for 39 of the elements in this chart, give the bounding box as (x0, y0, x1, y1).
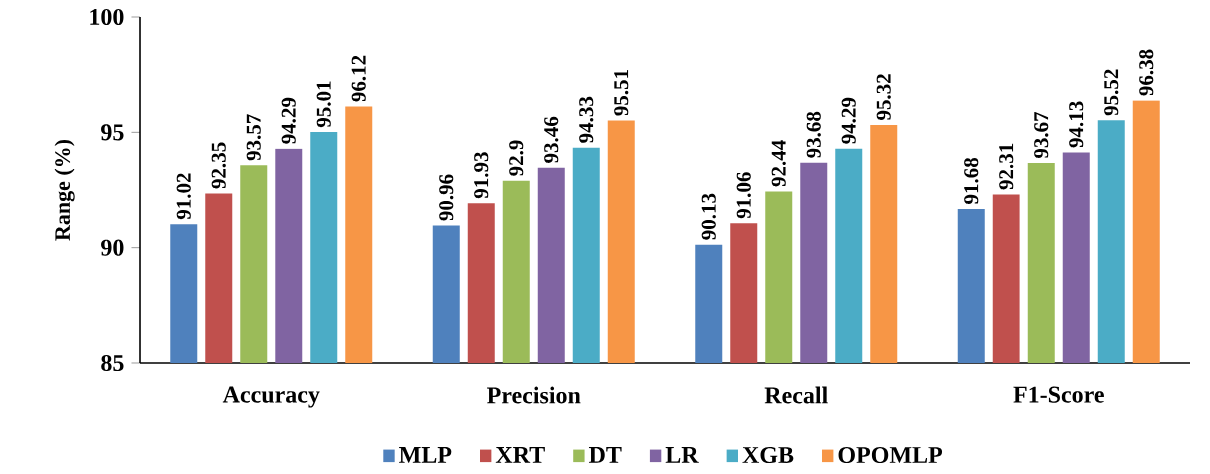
legend-label: OPOMLP (838, 447, 943, 464)
x-tick-label: F1-Score (1013, 386, 1104, 403)
data-label: 94.13 (1069, 101, 1084, 148)
y-tick-label: 85 (101, 354, 124, 372)
legend-label: XRT (495, 447, 545, 463)
data-label: 90.96 (439, 174, 454, 221)
x-tick-label: Precision (487, 386, 581, 404)
x-tick-label: Recall (764, 386, 828, 404)
legend-label: LR (665, 447, 699, 463)
legend-label: DT (588, 447, 622, 463)
y-tick-label: 95 (101, 124, 124, 141)
data-label: 90.13 (701, 193, 716, 240)
data-label: 96.38 (1139, 49, 1154, 96)
data-label: 91.93 (474, 152, 489, 199)
data-label: 95.51 (614, 70, 629, 116)
y-tick-label: 90 (101, 239, 124, 256)
legend-label: XGB (742, 447, 794, 464)
data-label: 91.06 (736, 172, 751, 219)
x-tick-label: Accuracy (222, 386, 320, 408)
legend-label: MLP (399, 447, 452, 463)
data-label: 92.9 (509, 140, 524, 176)
data-label: 96.12 (351, 55, 366, 102)
data-label: 93.67 (1034, 111, 1049, 159)
data-label: 93.57 (246, 114, 261, 161)
data-label: 91.02 (176, 173, 191, 220)
data-label: 92.31 (999, 143, 1014, 190)
data-label: 95.52 (1104, 69, 1119, 116)
data-label: 91.68 (964, 158, 979, 205)
data-label: 94.29 (281, 97, 296, 144)
data-label: 94.33 (579, 96, 594, 143)
y-axis-title: Range (%) (54, 140, 75, 241)
data-label: 93.46 (544, 116, 559, 163)
data-label: 93.68 (806, 111, 821, 158)
y-tick-label: 100 (90, 8, 124, 26)
data-label: 95.01 (316, 81, 331, 128)
data-label: 95.32 (876, 74, 891, 121)
data-label: 92.35 (211, 142, 226, 189)
data-label: 94.29 (841, 97, 856, 144)
data-label: 92.44 (771, 140, 786, 187)
